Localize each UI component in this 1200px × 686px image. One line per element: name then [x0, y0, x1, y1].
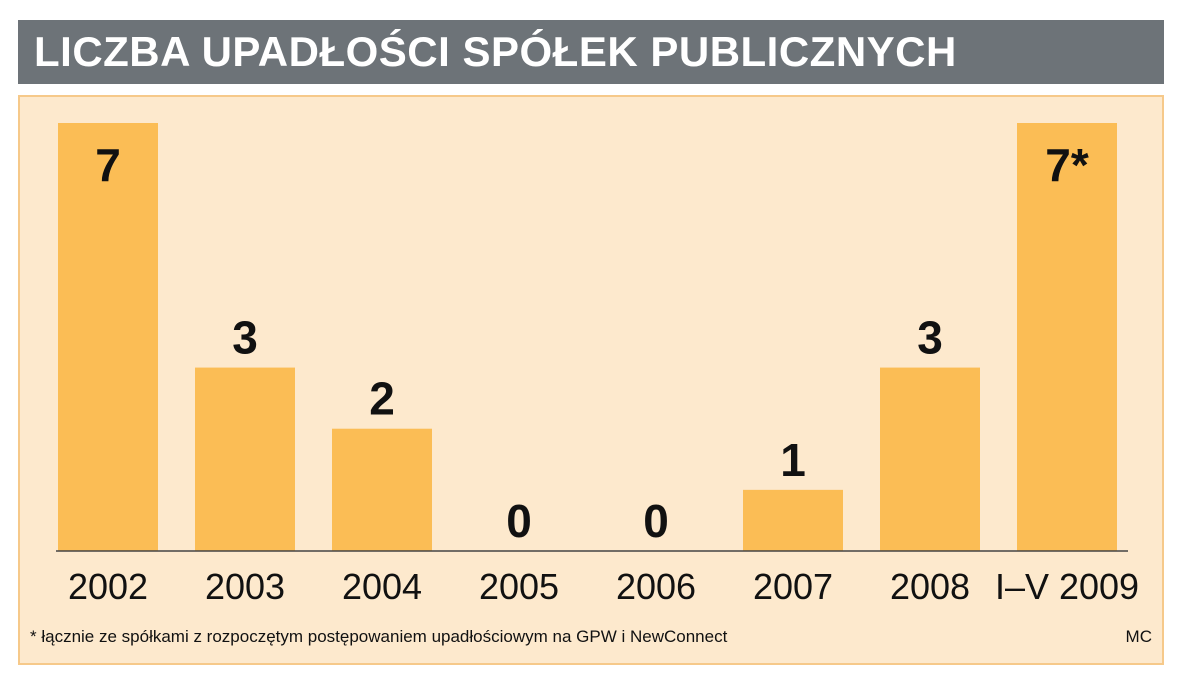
bar-1 — [58, 123, 158, 551]
chart-credit: MC — [1125, 627, 1152, 646]
bar-7 — [880, 367, 980, 551]
bar-chart: 7 2002 3 2003 2 2004 0 2005 0 2006 1 2007 3 2008 7* I–V… — [56, 123, 1139, 607]
bar-3 — [332, 428, 432, 551]
category-label-5: 2006 — [616, 566, 696, 607]
bar-8 — [1017, 123, 1117, 551]
value-label-5: 0 — [643, 495, 669, 547]
bar-6 — [743, 489, 843, 551]
category-label-1: 2002 — [68, 566, 148, 607]
value-label-6: 1 — [780, 434, 806, 486]
category-label-3: 2004 — [342, 566, 422, 607]
value-label-8: 7* — [1045, 139, 1089, 191]
category-label-7: 2008 — [890, 566, 970, 607]
category-label-8: I–V 2009 — [995, 566, 1139, 607]
bar-2 — [195, 367, 295, 551]
category-label-2: 2003 — [205, 566, 285, 607]
chart-title-bar: LICZBA UPADŁOŚCI SPÓŁEK PUBLICZNYCH — [18, 20, 1164, 84]
category-label-6: 2007 — [753, 566, 833, 607]
category-label-4: 2005 — [479, 566, 559, 607]
value-label-2: 3 — [232, 312, 258, 364]
value-label-7: 3 — [917, 312, 943, 364]
chart-footnote: * łącznie ze spółkami z rozpoczętym post… — [30, 627, 728, 646]
value-label-3: 2 — [369, 373, 395, 425]
chart-title: LICZBA UPADŁOŚCI SPÓŁEK PUBLICZNYCH — [34, 28, 957, 75]
value-label-1: 7 — [95, 139, 121, 191]
value-label-4: 0 — [506, 495, 532, 547]
